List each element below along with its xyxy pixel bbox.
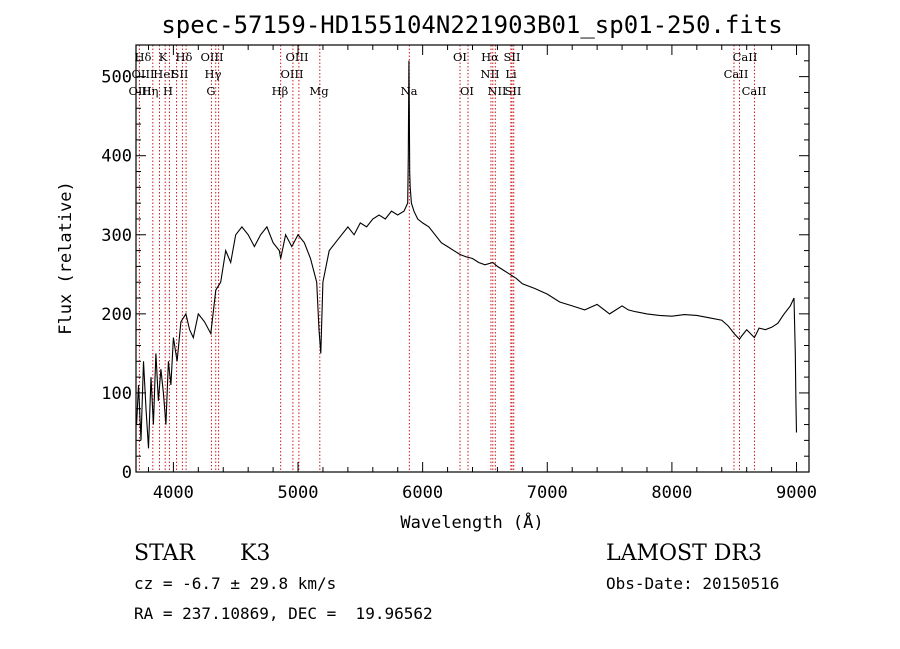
y-tick-label: 200	[101, 305, 132, 325]
line-label: Li	[505, 67, 517, 81]
line-label: SII	[504, 50, 521, 64]
y-axis: 0 100 200 300 400 500	[101, 60, 809, 483]
x-tick-label: 4000	[153, 483, 194, 503]
x-axis: 4000 5000 6000 7000 8000 9000	[147, 45, 817, 503]
line-label: H	[163, 84, 173, 98]
line-label: K	[159, 50, 168, 64]
line-label: OIII	[128, 84, 151, 98]
y-tick-label: 0	[122, 463, 132, 483]
object-class: STAR	[134, 541, 196, 566]
line-label: Hη	[142, 84, 159, 98]
spectrum-line	[136, 60, 798, 449]
subclass: K3	[240, 541, 270, 566]
line-label: CaII	[733, 50, 758, 64]
x-tick-label: 6000	[402, 483, 443, 503]
line-label: OI	[460, 84, 474, 98]
line-label: Hγ	[205, 67, 222, 81]
line-label: Hδ	[176, 50, 193, 64]
obs-date: Obs-Date: 20150516	[606, 574, 779, 593]
redshift-cz: cz = -6.7 ± 29.8 km/s	[134, 574, 336, 593]
line-label: SII	[505, 84, 522, 98]
line-label: HeI	[153, 67, 174, 81]
line-label: OIII	[280, 67, 303, 81]
y-tick-label: 300	[101, 226, 132, 246]
line-label: CaII	[742, 84, 767, 98]
line-label: CaII	[724, 67, 749, 81]
x-tick-label: 5000	[278, 483, 319, 503]
line-label: OIII	[200, 50, 223, 64]
line-label: Hδ	[135, 50, 152, 64]
line-label: SII	[172, 67, 189, 81]
y-tick-label: 100	[101, 384, 132, 404]
line-label: G	[206, 84, 215, 98]
survey-name: LAMOST DR3	[606, 541, 762, 566]
line-label: OI	[453, 50, 467, 64]
x-tick-label: 9000	[776, 483, 817, 503]
coordinates: RA = 237.10869, DEC = 19.96562	[134, 604, 433, 623]
line-label: Hα	[481, 50, 499, 64]
line-label: OIII	[131, 67, 154, 81]
x-tick-label: 7000	[527, 483, 568, 503]
line-label: OIII	[285, 50, 308, 64]
y-tick-label: 400	[101, 147, 132, 167]
chart-title: spec-57159-HD155104N221903B01_sp01-250.f…	[161, 11, 782, 39]
x-tick-label: 8000	[651, 483, 692, 503]
y-axis-label: Flux (relative)	[56, 181, 76, 335]
y-tick-label: 500	[101, 68, 132, 88]
line-label: Mg	[309, 84, 329, 98]
line-label: NII	[487, 84, 506, 98]
line-label: Hβ	[272, 84, 289, 98]
x-axis-label: Wavelength (Å)	[400, 511, 543, 533]
line-label: NII	[480, 67, 499, 81]
